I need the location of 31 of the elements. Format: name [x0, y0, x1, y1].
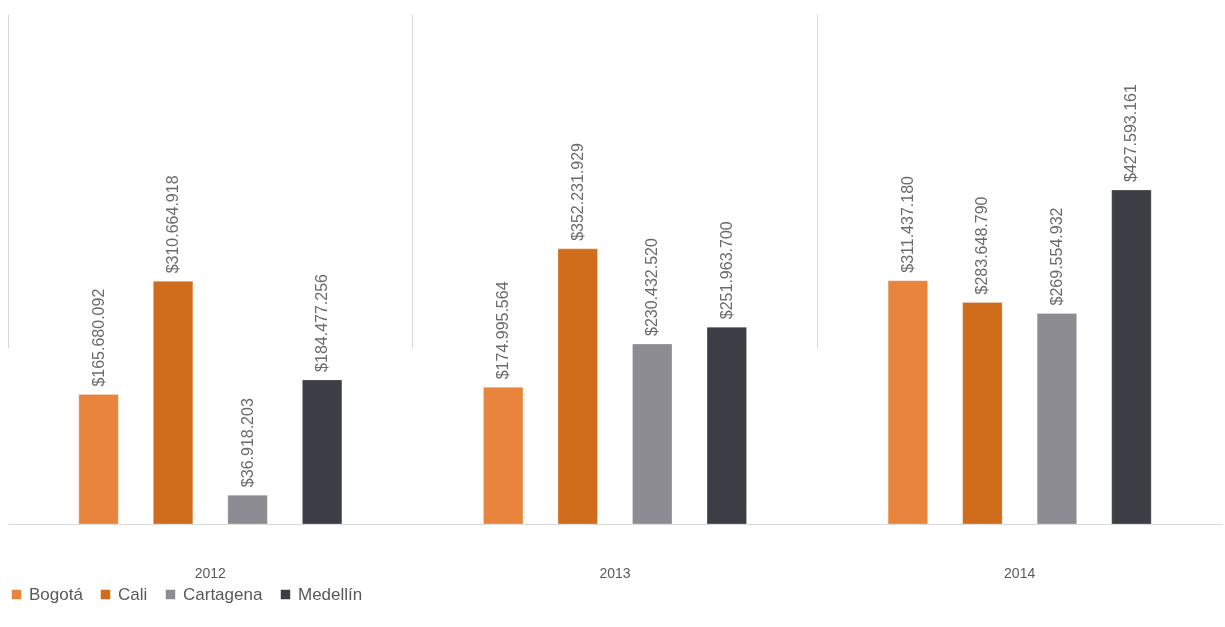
bar	[227, 494, 268, 525]
x-tick-label: 2013	[599, 564, 631, 581]
bar	[1036, 312, 1078, 525]
x-tick-label: 2014	[1004, 564, 1036, 581]
data-label: $352.231.929	[568, 142, 586, 241]
x-tick-label: 2012	[194, 564, 227, 581]
data-label: $310.664.918	[164, 175, 182, 274]
data-label: $311.437.180	[898, 175, 916, 273]
data-label: $283.648.790	[973, 196, 991, 295]
bar	[78, 394, 119, 525]
bar	[962, 301, 1003, 525]
legend-label: Bogotá	[29, 584, 84, 604]
data-label: $165.680.092	[89, 288, 107, 387]
bar	[557, 248, 598, 525]
data-label: $230.432.520	[643, 238, 661, 337]
legend-label: Medellín	[298, 584, 363, 604]
bar	[482, 386, 524, 525]
bar	[632, 343, 673, 525]
bar	[301, 379, 343, 525]
bar	[152, 280, 194, 525]
data-label: $269.554.932	[1047, 207, 1065, 306]
bar	[706, 326, 748, 525]
legend-label: Cartagena	[183, 584, 263, 604]
data-label: $427.593.161	[1122, 84, 1140, 182]
legend-label: Cali	[118, 584, 148, 604]
bar	[1111, 189, 1152, 525]
data-label: $251.963.700	[717, 221, 735, 320]
data-label: $36.918.203	[238, 398, 256, 488]
bar	[887, 280, 929, 525]
data-label: $174.995.564	[494, 281, 512, 380]
data-label: $184.477.256	[313, 273, 331, 372]
